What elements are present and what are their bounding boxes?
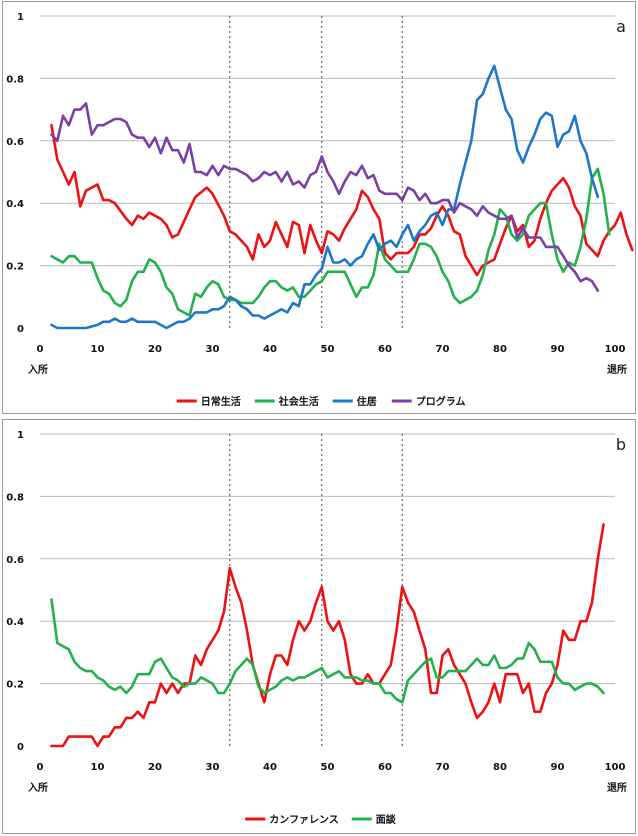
chart-b-legend-label: 面談 <box>376 813 397 826</box>
chart-b-y-tick-label: 0 <box>17 742 24 753</box>
chart-a-x-tick-label: 60 <box>378 344 392 355</box>
chart-b-x-tick-label: 100 <box>605 762 626 773</box>
chart-a-x-tick-label: 30 <box>206 344 220 355</box>
chart-a-x-tick-label: 40 <box>263 344 277 355</box>
chart-a-x-tick-label: 90 <box>551 344 565 355</box>
chart-a-x-tick-label: 20 <box>148 344 162 355</box>
chart-a-y-tick-label: 0 <box>17 324 24 335</box>
chart-b-x-tick-label: 40 <box>263 762 277 773</box>
chart-a-legend-label: 住居 <box>357 395 377 408</box>
chart-b-x-tick-label: 80 <box>493 762 507 773</box>
chart-a-legend-label: プログラム <box>416 395 466 408</box>
chart-a-x-tick-label: 100 <box>605 344 626 355</box>
chart-a-series-line-1 <box>50 123 634 277</box>
chart-b-x-tick-label: 0 <box>37 762 44 773</box>
chart-panel-a: 0 0.2 0.4 0.6 0.8 1 0 10 20 30 40 50 60 70 80 90 100 入所 退所… <box>2 1 636 414</box>
chart-a-legend-label: 日常生活 <box>201 395 241 408</box>
chart-b-x-tick-label: 50 <box>321 762 335 773</box>
chart-a-series-line-2 <box>50 167 611 317</box>
chart-a-y-tick-label: 0.8 <box>6 74 24 85</box>
chart-a-panel-label: a <box>616 17 626 36</box>
chart-b-panel-label: b <box>616 435 626 454</box>
chart-a-y-tick-label: 0.2 <box>6 262 24 273</box>
chart-a-x-tick-label: 80 <box>493 344 507 355</box>
chart-a-y-tick-label: 0.6 <box>6 137 24 148</box>
chart-b-y-tick-label: 1 <box>17 430 24 441</box>
chart-a-end-label: 退所 <box>607 363 627 376</box>
chart-panel-b: 0 0.2 0.4 0.6 0.8 1 0 10 20 30 40 50 60 70 80 90 100 入所 退所… <box>2 419 636 834</box>
chart-b-x-tick-label: 70 <box>436 762 450 773</box>
chart-b-y-tick-label: 0.4 <box>6 617 24 628</box>
chart-b-x-tick-label: 20 <box>148 762 162 773</box>
chart-b-series-line-2 <box>50 598 605 704</box>
chart-b-x-tick-label: 60 <box>378 762 392 773</box>
chart-b-legend-label: カンファレンス <box>269 814 339 826</box>
chart-a-series-line-3 <box>50 64 600 330</box>
chart-b-x-tick-label: 90 <box>551 762 565 773</box>
chart-b-x-tick-label: 30 <box>206 762 220 773</box>
chart-b-y-tick-label: 0.6 <box>6 555 24 566</box>
chart-b-start-label: 入所 <box>28 781 48 794</box>
chart-b-end-label: 退所 <box>607 781 627 794</box>
chart-b-x-tick-label: 10 <box>91 762 105 773</box>
chart-a-series-line-4 <box>50 102 600 292</box>
chart-a-x-tick-label: 70 <box>436 344 450 355</box>
chart-b-y-tick-label: 0.2 <box>6 680 24 691</box>
chart-b-y-tick-label: 0.8 <box>6 492 24 503</box>
chart-a-legend-label: 社会生活 <box>278 395 319 408</box>
chart-a-y-tick-label: 1 <box>17 12 24 23</box>
chart-a-x-tick-label: 50 <box>321 344 335 355</box>
chart-a-x-tick-label: 10 <box>91 344 105 355</box>
chart-a-y-tick-label: 0.4 <box>6 199 24 210</box>
chart-a-x-tick-label: 0 <box>37 344 44 355</box>
chart-b-series-line-1 <box>50 523 605 748</box>
chart-a-start-label: 入所 <box>28 363 48 376</box>
